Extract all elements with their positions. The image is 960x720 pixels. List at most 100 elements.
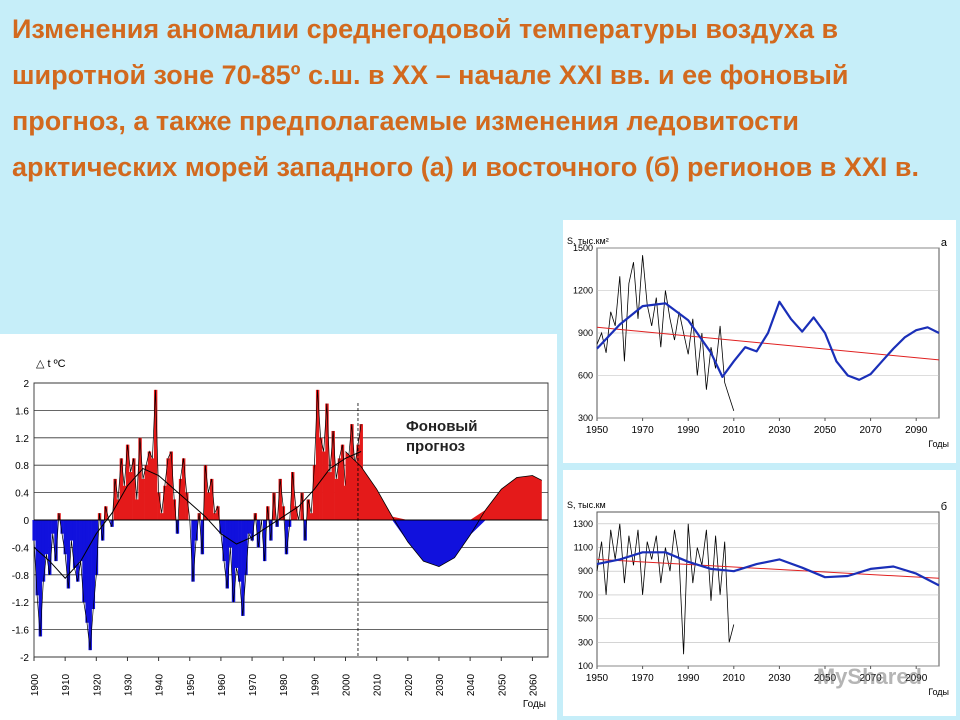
- y-tick-label: 100: [578, 661, 593, 671]
- anomaly-bar: [76, 520, 80, 582]
- forecast-positive-area: [345, 451, 542, 520]
- y-tick-label: -1.2: [12, 598, 30, 609]
- temperature-chart-panel: -2 -1.6 -1.2 -0.8 -0.4 0 0.4 0.8 1.2 1.6 2 1900 1910…: [0, 334, 557, 720]
- y-tick-label: 500: [578, 614, 593, 624]
- anomaly-bar: [200, 520, 205, 555]
- y-tick-label: 1100: [574, 543, 593, 553]
- smoothed-anomaly-line: [33, 451, 362, 579]
- anomaly-bar: [269, 520, 273, 541]
- x-tick-label: 2050: [497, 673, 508, 696]
- x-tick-label: 1990: [677, 673, 700, 684]
- anomaly-bar: [206, 492, 211, 520]
- y-tick-label: 1300: [573, 519, 593, 529]
- x-tick-label: 1990: [677, 425, 700, 436]
- y-tick-label: 900: [578, 566, 593, 576]
- observed-line: [596, 255, 735, 412]
- ice-extent-chart-a-panel: 300 600 900 1200 1500 1950 1970 1990 2010 2030 205…: [563, 220, 956, 463]
- forecast-line: [345, 451, 542, 568]
- anomaly-bar: [178, 478, 183, 520]
- anomaly-bar: [331, 430, 335, 520]
- y-tick-label: -0.8: [12, 571, 30, 582]
- anomaly-bar: [113, 478, 117, 520]
- watermark-text: MyShared: [816, 664, 922, 689]
- y-tick-label: 900: [578, 328, 593, 338]
- panel-label: б: [941, 501, 947, 513]
- anomaly-bar: [104, 506, 108, 520]
- anomaly-bar: [141, 478, 145, 520]
- plot-area: [596, 511, 940, 667]
- temperature-anomaly-chart: -2 -1.6 -1.2 -0.8 -0.4 0 0.4 0.8 1.2 1.6 2 1900 1910…: [12, 358, 549, 710]
- anomaly-bar: [72, 520, 77, 568]
- anomaly-bar: [303, 520, 307, 541]
- y-tick-label: 600: [578, 371, 593, 381]
- anomaly-bar: [213, 513, 217, 520]
- y-tick-label: -1.6: [12, 626, 30, 637]
- x-tick-label: 1980: [279, 673, 290, 696]
- anomaly-bar: [319, 437, 323, 520]
- anomaly-bar: [172, 499, 177, 520]
- anomaly-bar: [132, 458, 136, 520]
- y-tick-label: 1.6: [15, 406, 29, 417]
- anomaly-bar: [334, 478, 339, 520]
- anomaly-bar: [169, 451, 173, 520]
- anomaly-bar: [340, 444, 345, 520]
- y-tick-label: 1.2: [15, 434, 29, 445]
- anomaly-bar: [231, 520, 236, 603]
- x-tick-label: 2070: [859, 425, 882, 436]
- anomaly-bar: [219, 520, 223, 534]
- x-axis-label: Годы: [523, 699, 546, 710]
- y-tick-label: -2: [20, 653, 29, 664]
- anomaly-bar: [153, 389, 158, 520]
- x-tick-label: 2050: [814, 673, 837, 684]
- anomaly-bar: [278, 478, 282, 520]
- anomaly-bar: [63, 520, 68, 555]
- anomaly-bar: [312, 465, 317, 520]
- anomaly-bar: [69, 520, 74, 541]
- anomaly-bar: [122, 485, 127, 520]
- anomaly-bar: [284, 520, 289, 555]
- x-tick-label: 1930: [123, 673, 134, 696]
- x-tick-label: 2010: [373, 673, 384, 696]
- y-tick-label: 0.4: [15, 489, 29, 500]
- x-tick-label: 1970: [631, 425, 654, 436]
- page-title: Изменения аномалии среднегодовой темпера…: [12, 14, 919, 182]
- anomaly-bar: [225, 520, 229, 589]
- ice-extent-chart-a: 300 600 900 1200 1500 1950 1970 1990 2010 2030 205…: [567, 236, 949, 449]
- anomaly-bar: [32, 520, 36, 541]
- x-tick-label: 1920: [92, 673, 103, 696]
- anomaly-bar: [41, 520, 46, 582]
- anomaly-bar: [135, 499, 139, 520]
- x-tick-label: 2040: [466, 673, 477, 696]
- anomaly-bar: [194, 520, 198, 541]
- trend-line: [596, 326, 940, 361]
- x-tick-label: 2050: [814, 425, 837, 436]
- anomaly-bar: [147, 451, 152, 520]
- anomaly-bar: [191, 520, 195, 582]
- y-axis-label: △ t ºC: [36, 358, 66, 370]
- anomaly-bar: [150, 458, 155, 520]
- anomaly-bar: [144, 465, 149, 520]
- anomaly-bar: [66, 520, 71, 589]
- anomaly-bar: [163, 485, 167, 520]
- anomaly-bar: [100, 520, 105, 541]
- anomaly-bar: [38, 520, 43, 637]
- y-tick-label: 1500: [573, 243, 593, 253]
- forecast-line: [596, 300, 940, 381]
- anomaly-bar: [119, 458, 124, 520]
- anomaly-bar: [44, 520, 49, 555]
- forecast-annotation-line2: прогноз: [406, 438, 465, 455]
- anomaly-bar: [306, 499, 310, 520]
- x-tick-label: 2030: [435, 673, 446, 696]
- x-tick-label: 2000: [342, 673, 353, 696]
- anomaly-bar: [157, 492, 161, 520]
- anomaly-bar: [88, 520, 92, 651]
- forecast-negative-area: [345, 520, 542, 567]
- anomaly-bar: [241, 520, 245, 616]
- anomaly-bar: [160, 513, 164, 520]
- anomaly-bar: [222, 520, 226, 562]
- anomaly-bar: [60, 520, 64, 534]
- forecast-line: [596, 551, 940, 587]
- x-tick-label: 1970: [248, 673, 259, 696]
- x-tick-label: 1950: [186, 673, 197, 696]
- x-tick-label: 1940: [155, 673, 166, 696]
